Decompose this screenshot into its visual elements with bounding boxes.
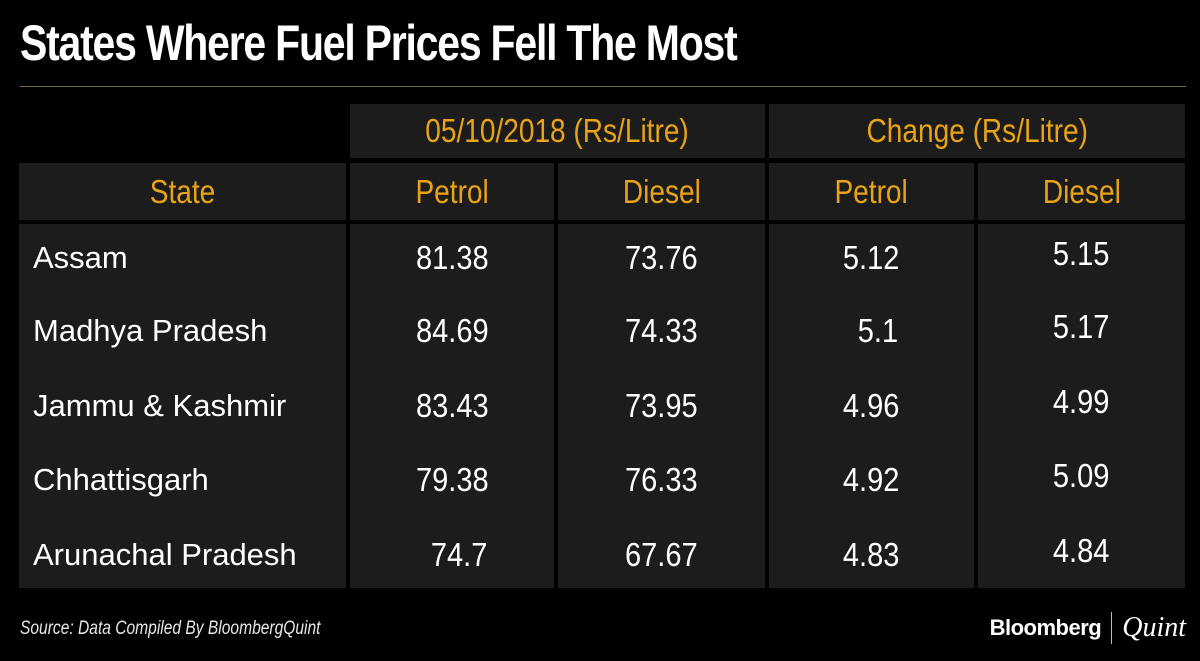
change-petrol-value: 4.92: [843, 461, 900, 498]
price-petrol-value: 83.43: [415, 387, 489, 424]
change-diesel-value: 4.99: [1053, 383, 1110, 420]
change-diesel-value: 5.15: [1053, 235, 1110, 272]
change-diesel-value: 4.84: [1053, 532, 1110, 569]
column-header-change-diesel: Diesel: [978, 163, 1185, 220]
price-petrol-value: 81.38: [415, 239, 489, 276]
title-divider: [20, 86, 1186, 87]
logo-bloomberg-wordmark: Bloomberg: [989, 615, 1102, 640]
price-diesel-value: 67.67: [625, 536, 698, 573]
change-petrol-value: 4.96: [843, 387, 900, 424]
price-petrol-value: 84.69: [415, 312, 489, 349]
column-header-state: State: [19, 163, 346, 220]
price-diesel-value: 73.95: [625, 387, 698, 424]
bloombergquint-logo: Bloomberg Quint: [990, 612, 1186, 644]
state-name: Jammu & Kashmir: [33, 388, 287, 423]
group-header-change: Change (Rs/Litre): [769, 104, 1185, 158]
group-header-change-label: Change (Rs/Litre): [866, 112, 1088, 149]
price-diesel-value: 74.33: [625, 312, 698, 349]
state-name: Assam: [33, 240, 128, 275]
change-petrol-value: 5.1: [857, 312, 898, 349]
price-diesel-column-body: [558, 224, 765, 588]
column-header-change-petrol: Petrol: [769, 163, 974, 220]
page-title: States Where Fuel Prices Fell The Most: [20, 15, 738, 71]
group-header-price: 05/10/2018 (Rs/Litre): [350, 104, 765, 158]
state-name: Arunachal Pradesh: [33, 537, 297, 572]
change-diesel-value: 5.09: [1053, 457, 1110, 494]
column-header-price-diesel: Diesel: [558, 163, 765, 220]
state-column-body: [19, 224, 346, 588]
price-petrol-value: 79.38: [415, 461, 489, 498]
change-petrol-value: 4.83: [843, 536, 900, 573]
price-diesel-value: 76.33: [625, 461, 698, 498]
change-petrol-column-body: [769, 224, 974, 588]
source-note: Source: Data Compiled By BloombergQuint: [20, 618, 321, 639]
state-name: Madhya Pradesh: [33, 313, 268, 348]
group-header-price-label: 05/10/2018 (Rs/Litre): [425, 112, 690, 149]
change-diesel-column-body: [978, 224, 1185, 588]
column-header-price-petrol: Petrol: [350, 163, 554, 220]
change-petrol-value: 5.12: [843, 239, 900, 276]
state-name: Chhattisgarh: [33, 462, 209, 497]
price-petrol-column-body: [350, 224, 554, 588]
change-diesel-value: 5.17: [1053, 308, 1110, 345]
logo-divider: [1111, 612, 1113, 644]
price-petrol-value: 74.7: [430, 536, 488, 573]
logo-quint-wordmark: Quint: [1122, 612, 1186, 643]
price-diesel-value: 73.76: [625, 239, 698, 276]
